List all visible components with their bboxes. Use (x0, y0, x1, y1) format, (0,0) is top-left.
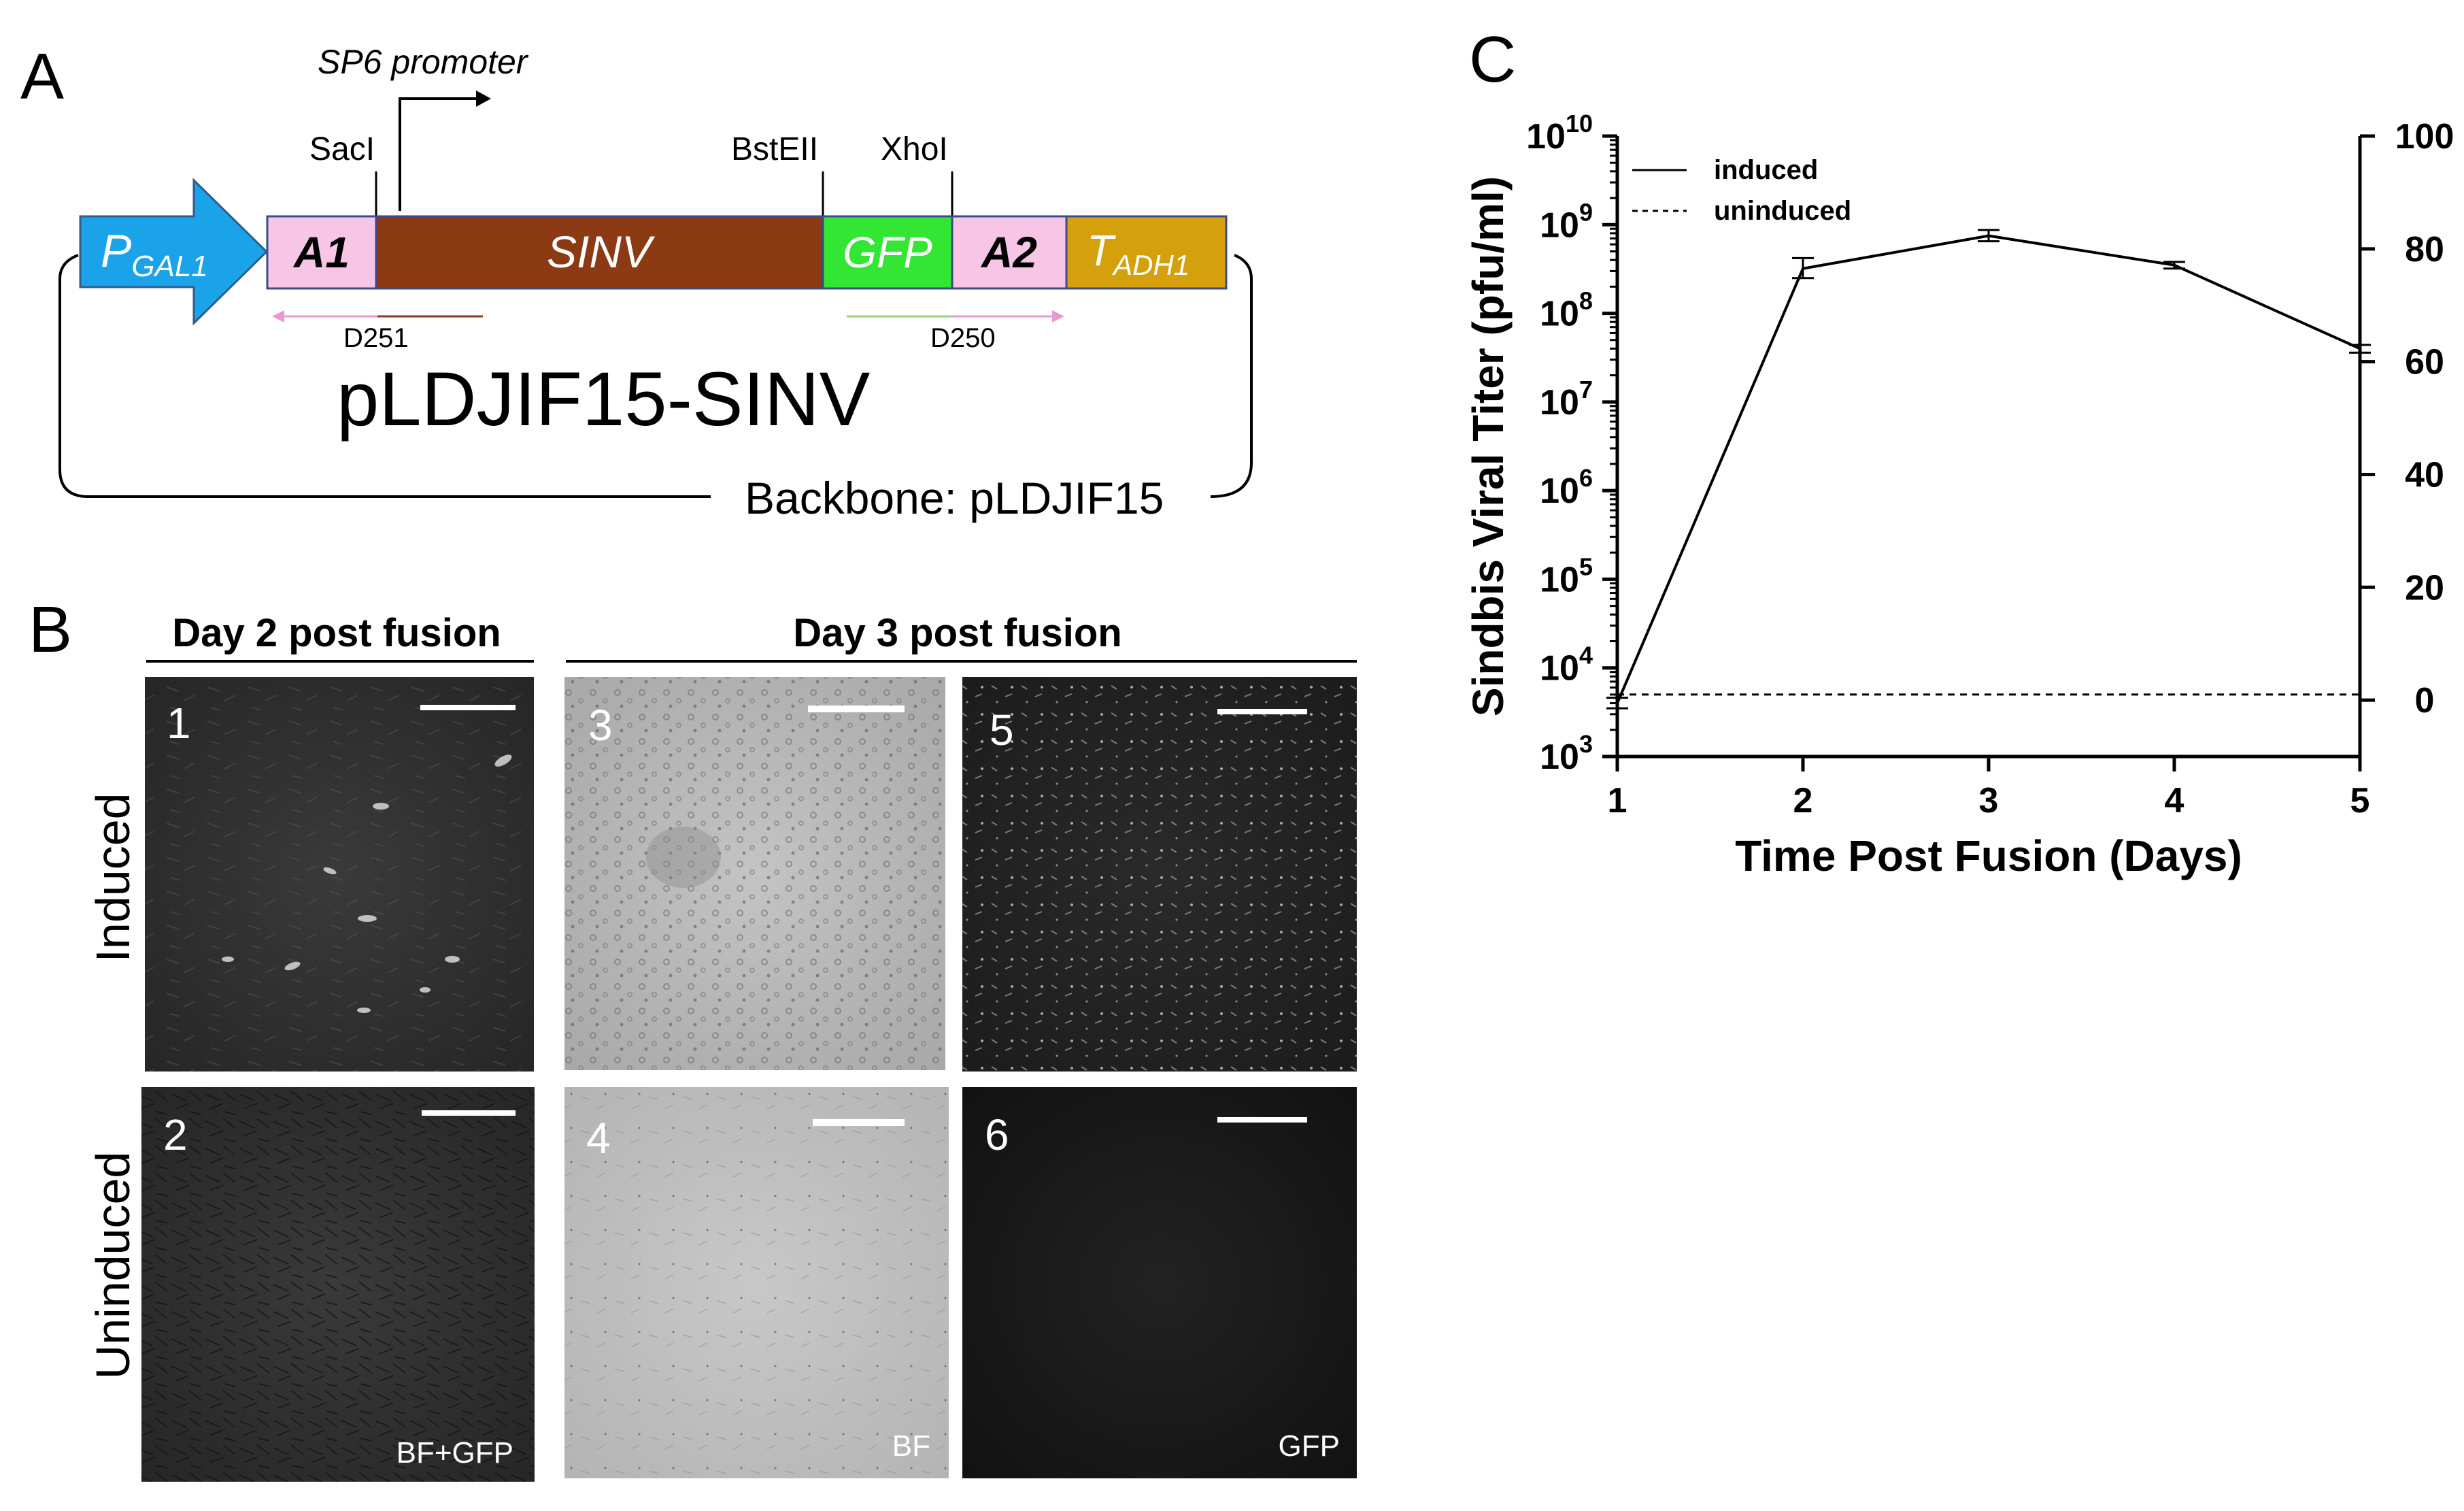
chart-legend: induced uninduced (1632, 155, 1851, 226)
y-tick-label: 107 (1540, 376, 1593, 422)
header-day3: Day 3 post fusion (793, 611, 1121, 655)
panel-c-letter: C (1469, 23, 1516, 96)
micrograph-5: 5 (962, 677, 1357, 1072)
segment-a2 (951, 215, 1068, 290)
y2-tick-label: 100 (2395, 117, 2454, 156)
y2-tick-label: 0 (2415, 681, 2435, 720)
backbone-label: Backbone: pLDJIF15 (745, 473, 1164, 523)
a2-label: A2 (980, 228, 1037, 277)
segment-sinv (375, 215, 824, 290)
error-bar (1606, 697, 1628, 710)
y-tick-label: 106 (1540, 464, 1593, 511)
legend-induced-label: induced (1714, 155, 1818, 185)
y-tick-label: 103 (1540, 730, 1593, 777)
site-bsteii: BstEII (731, 131, 818, 167)
series-line-induced (1616, 234, 2361, 704)
y2-tick-label: 20 (2405, 568, 2444, 608)
primer-d251-label: D251 (343, 323, 409, 353)
pgal1-label: PGAL1 (101, 225, 208, 283)
y2-tick-label: 40 (2405, 455, 2444, 495)
segment-tadh1 (1065, 215, 1228, 290)
micrograph-6-number: 6 (985, 1110, 1009, 1159)
plasmid-name: pLDJIF15-SINV (337, 356, 871, 442)
panel-a-letter: A (20, 40, 64, 113)
pgal1-promoter-arrow (79, 178, 269, 326)
micrograph-3-number: 3 (588, 701, 613, 750)
micrograph-6: 6 GFP (962, 1087, 1357, 1478)
row-label-uninduced: Uninduced (86, 1152, 139, 1380)
site-saci: SacI (309, 131, 375, 167)
x-tick-label: 1 (1608, 781, 1627, 820)
micrograph-3: 3 (564, 677, 945, 1070)
x-tick-label: 4 (2165, 781, 2184, 820)
y-tick-label: 105 (1540, 552, 1593, 599)
promoter-arrow-icon (399, 97, 476, 211)
promoter-arrowhead-icon (476, 90, 491, 107)
micrograph-6-caption: GFP (1279, 1429, 1340, 1463)
y-tick-label: 1010 (1526, 110, 1593, 156)
micrograph-4-number: 4 (586, 1114, 611, 1163)
a1-label: A1 (292, 228, 350, 277)
y-ticks-left: 103 104 105 106 107 108 109 1010 (1526, 110, 1617, 777)
chart-series (1606, 229, 2371, 710)
micrograph-2: 2 BF+GFP (141, 1087, 535, 1482)
backbone-left-line (58, 254, 711, 498)
micrograph-4: 4 BF (564, 1087, 949, 1478)
error-bar (2349, 344, 2371, 354)
y2-tick-label: 80 (2405, 230, 2444, 269)
micrograph-2-number: 2 (163, 1110, 188, 1159)
titer-chart: 103 104 105 106 107 108 109 1010 0 20 40 60 80 100 1… (1464, 110, 2454, 880)
y2-tick-label: 60 (2405, 343, 2444, 382)
x-axis-label: Time Post Fusion (Days) (1735, 831, 2242, 880)
panel-b-letter: B (29, 593, 72, 666)
sinv-label: SINV (547, 227, 656, 277)
x-ticks: 1 2 3 4 5 (1608, 757, 2370, 820)
y-axis-label: Sindbis Viral Titer (pfu/ml) (1464, 176, 1513, 716)
error-bar (2163, 261, 2185, 270)
micrograph-5-number: 5 (990, 705, 1014, 754)
backbone-right-line (1210, 254, 1253, 498)
header-day2: Day 2 post fusion (172, 611, 501, 655)
sp6-promoter-label: SP6 promoter (318, 43, 529, 81)
x-tick-label: 3 (1979, 781, 1999, 820)
primer-d250-arrowhead-icon (1052, 310, 1064, 322)
micrograph-2-caption: BF+GFP (396, 1436, 513, 1470)
x-tick-label: 2 (1793, 781, 1813, 820)
micrograph-1: 1 (145, 677, 534, 1072)
y-ticks-right: 0 20 40 60 80 100 (2360, 117, 2454, 720)
segment-gfp (822, 215, 953, 290)
y-tick-label: 104 (1540, 642, 1593, 688)
y-tick-label: 108 (1540, 287, 1593, 334)
error-bar (1792, 256, 1814, 280)
row-label-induced: Induced (86, 793, 139, 962)
gfp-label: GFP (843, 228, 932, 277)
tadh1-label: TADH1 (1087, 226, 1189, 281)
error-bar (1978, 229, 1999, 243)
y-tick-label: 109 (1540, 198, 1593, 245)
x-tick-label: 5 (2350, 781, 2370, 820)
legend-uninduced-label: uninduced (1714, 196, 1851, 226)
micrograph-4-caption: BF (892, 1429, 930, 1463)
primer-d251-arrowhead-icon (272, 310, 284, 322)
segment-a1 (266, 215, 377, 290)
micrograph-1-number: 1 (167, 699, 191, 748)
site-xhoi: XhoI (881, 131, 948, 167)
primer-d250-label: D250 (930, 323, 996, 353)
